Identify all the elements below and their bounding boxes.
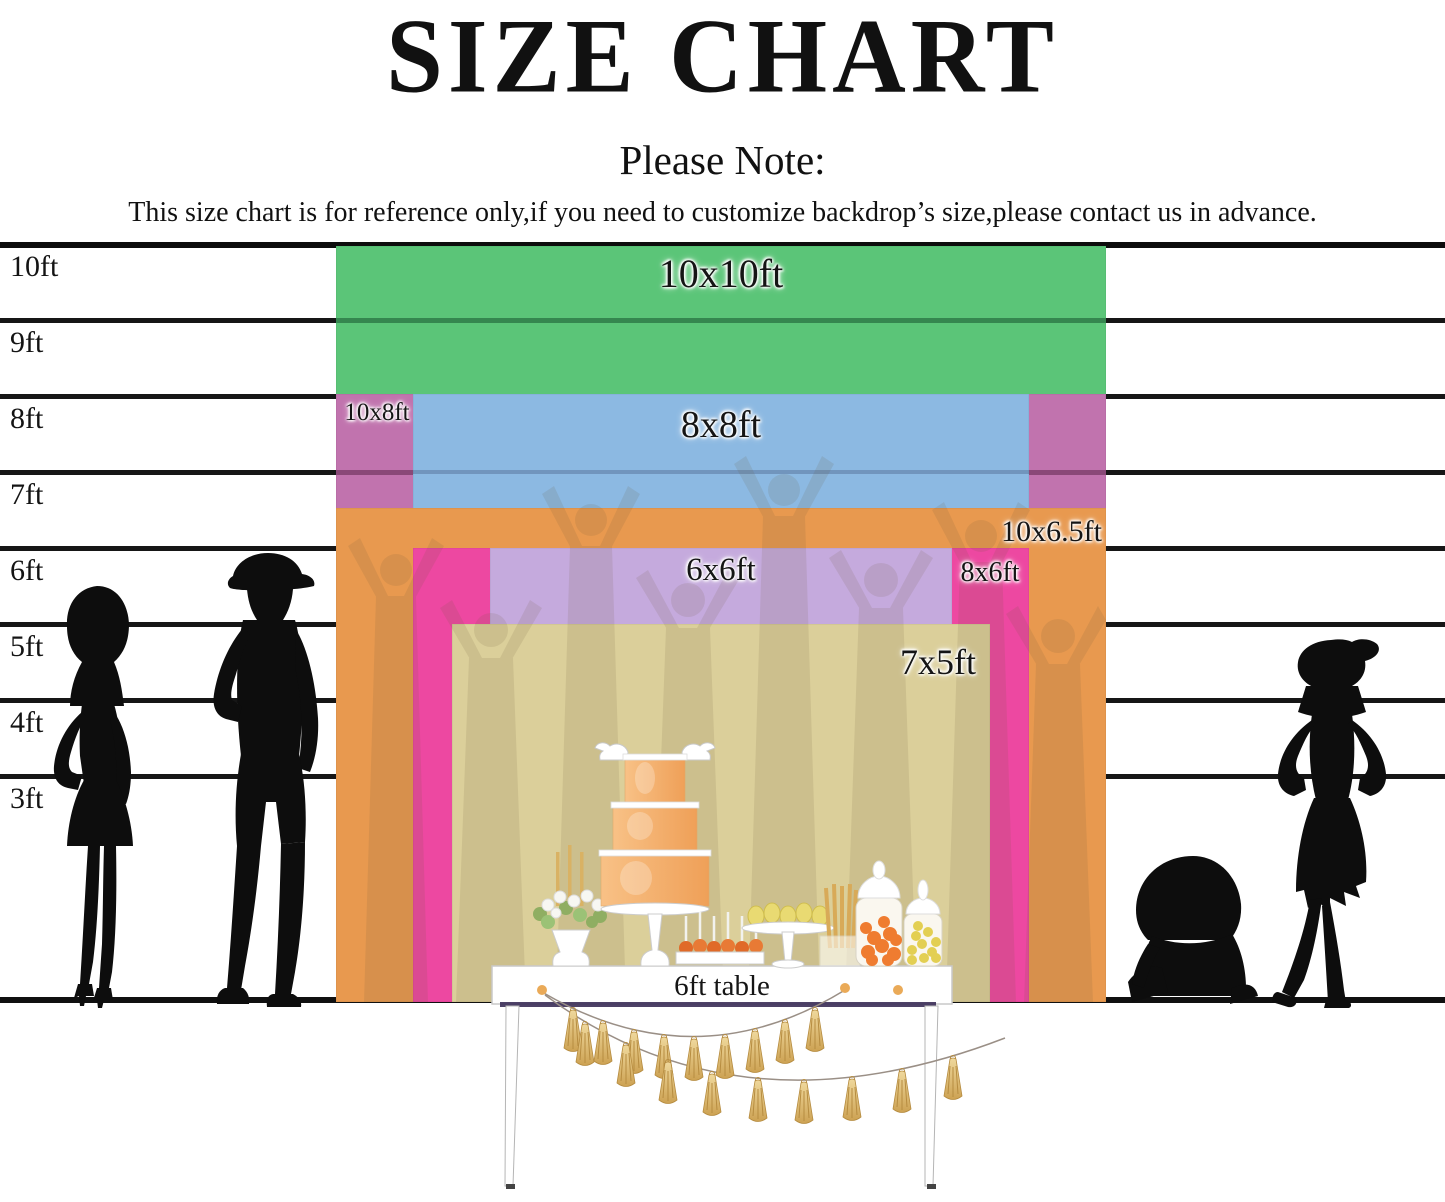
table-leg-left — [504, 1005, 520, 1187]
silhouette-girl — [1272, 639, 1387, 1008]
tiered-cake — [594, 742, 716, 967]
size-label-6x6ft: 6x6ft — [686, 552, 756, 588]
crowd-person-icon — [734, 456, 834, 1002]
note-heading: Please Note: — [619, 137, 826, 183]
tick-label-7ft: 7ft — [10, 478, 44, 511]
size-label-10x6.5ft: 10x6.5ft — [1001, 515, 1102, 548]
line-through-green — [336, 318, 1106, 323]
size-label-10x8ft: 10x8ft — [344, 399, 410, 426]
cake-stand-plate — [600, 902, 710, 916]
table-length-label: 6ft table — [674, 970, 770, 1002]
flower-vase — [551, 929, 591, 967]
table-shadow-line — [500, 1002, 936, 1007]
tick-label-8ft: 8ft — [10, 402, 44, 435]
stick-bundle — [819, 883, 861, 967]
crowd-person-icon — [932, 502, 1030, 1002]
tick-label-6ft: 6ft — [10, 554, 44, 587]
tick-label-9ft: 9ft — [10, 326, 44, 359]
size-label-10x10ft: 10x10ft — [658, 251, 784, 296]
flower-bouquet — [533, 845, 607, 967]
cake-stand-pedestal — [640, 913, 670, 967]
line-through-blue — [413, 470, 1029, 474]
page-title: SIZE CHART — [386, 0, 1059, 116]
candy-jar-orange — [855, 860, 903, 967]
size-label-8x6ft: 8x6ft — [960, 557, 1020, 588]
tassel-garland — [537, 983, 1006, 1124]
line-through-plum-left — [336, 470, 413, 475]
size-label-7x5ft: 7x5ft — [900, 642, 976, 682]
silhouette-woman — [53, 586, 133, 1008]
ruler-line-10ft — [0, 242, 1445, 248]
note-text: This size chart is for reference only,if… — [128, 197, 1317, 228]
table-board — [491, 965, 953, 1189]
silhouette-baby — [1128, 856, 1258, 1004]
crowd-person-icon — [1006, 606, 1106, 1002]
dessert-table-illustration — [491, 742, 1006, 1189]
cake-pops — [675, 912, 765, 965]
tick-label-3ft: 3ft — [10, 782, 44, 815]
tick-label-4ft: 4ft — [10, 706, 44, 739]
crowd-person-icon — [348, 538, 444, 1002]
size-label-8x8ft: 8x8ft — [680, 404, 762, 446]
candy-jar-yellow — [903, 879, 943, 967]
table-leg-right — [924, 1005, 939, 1187]
line-through-plum-right — [1029, 470, 1106, 475]
crowd-person-icon — [440, 600, 542, 1002]
tick-label-5ft: 5ft — [10, 630, 44, 663]
pear-stand — [741, 902, 835, 969]
tick-label-10ft: 10ft — [10, 250, 59, 283]
